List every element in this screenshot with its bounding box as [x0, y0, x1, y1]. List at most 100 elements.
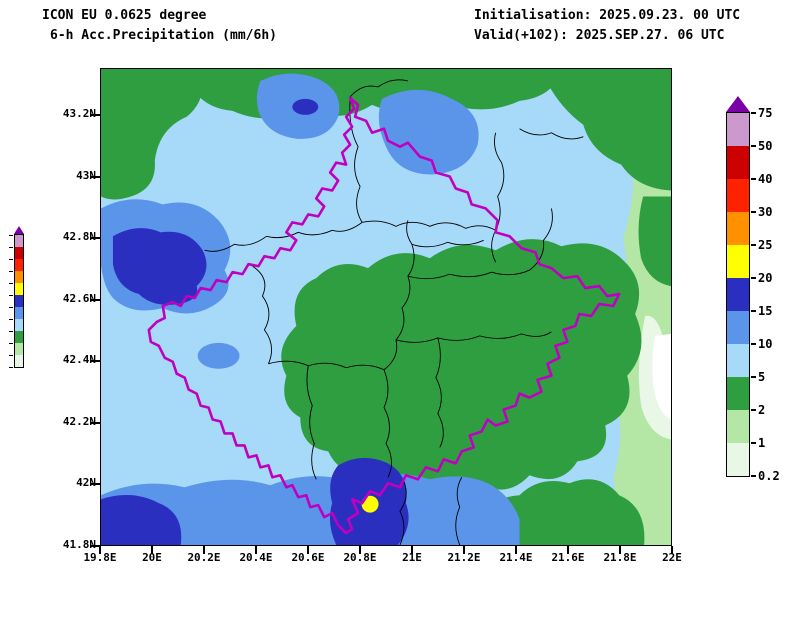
mini-colorbar-tick: [9, 283, 13, 284]
colorbar-tick-label: 15: [758, 304, 773, 318]
colorbar-band: [727, 245, 749, 278]
colorbar-band: [727, 344, 749, 377]
x-tick-label: 20.8E: [343, 551, 377, 564]
field-2-5mm-northwest: [101, 69, 203, 200]
mini-colorbar-tick: [9, 367, 13, 368]
x-tick-label: 21.2E: [447, 551, 481, 564]
mini-colorbar-tick: [9, 307, 13, 308]
x-tick-label: 20.6E: [291, 551, 325, 564]
colorbar-tick-label: 5: [758, 370, 766, 384]
x-tick-label: 22E: [662, 551, 682, 564]
mini-colorbar-bands: [14, 234, 24, 368]
y-tick-label: 41.8N: [62, 538, 96, 551]
valid-time-label: Valid(+102): 2025.SEP.27. 06 UTC: [474, 28, 725, 43]
y-tick-label: 42N: [76, 476, 96, 490]
colorbar-tick: [751, 178, 756, 180]
colorbar-tick-label: 2: [758, 403, 766, 417]
x-tick-label: 20E: [142, 551, 162, 564]
mini-colorbar-band: [15, 271, 23, 283]
colorbar-tick: [751, 277, 756, 279]
colorbar-tick: [751, 376, 756, 378]
x-tick: [203, 546, 205, 554]
colorbar-band: [727, 311, 749, 344]
country-border: [147, 96, 621, 535]
x-tick-label: 21E: [402, 551, 422, 564]
colorbar-band: [727, 212, 749, 245]
colorbar-band: [727, 278, 749, 311]
colorbar-tick-label: 10: [758, 337, 773, 351]
mini-colorbar-band: [15, 235, 23, 247]
y-tick-label: 42.2N: [62, 414, 96, 428]
colorbar-legend: 75 50 40 30 25 20 15 10 5 2 1 0.2: [726, 96, 780, 493]
colorbar-tick: [751, 343, 756, 345]
map-plot: [100, 68, 672, 546]
field-15-20mm-west: [112, 228, 207, 305]
colorbar-band: [727, 410, 749, 443]
x-tick: [411, 546, 413, 554]
mini-colorbar-tick: [9, 355, 13, 356]
colorbar-tick: [751, 409, 756, 411]
y-tick-label: 42.4N: [62, 353, 96, 367]
colorbar-tick-label: 1: [758, 436, 766, 450]
colorbar-arrow-above-max: [726, 96, 750, 112]
x-tick: [515, 546, 517, 554]
precipitation-map: [101, 69, 671, 545]
colorbar-tick-label: 0.2: [758, 469, 780, 483]
x-tick-label: 20.4E: [239, 551, 273, 564]
colorbar-tick-label: 75: [758, 106, 773, 120]
y-tick: [91, 360, 100, 363]
mini-colorbar-band: [15, 247, 23, 259]
product-title: 6-h Acc.Precipitation (mm/6h): [50, 28, 277, 43]
y-tick: [91, 483, 100, 486]
colorbar-tick: [751, 475, 756, 477]
x-tick-label: 19.8E: [83, 551, 117, 564]
x-tick-label: 21.8E: [603, 551, 637, 564]
colorbar-band: [727, 377, 749, 410]
colorbar-band: [727, 179, 749, 212]
x-tick: [307, 546, 309, 554]
field-2-5mm-northeast: [547, 69, 671, 191]
field-15-20mm-north-spot: [292, 98, 319, 115]
y-tick-label: 43.2N: [62, 107, 96, 120]
mini-colorbar-tick: [9, 235, 13, 236]
y-tick-label: 42.6N: [62, 291, 96, 305]
y-tick: [91, 237, 100, 240]
mini-colorbar-band: [15, 331, 23, 343]
mini-colorbar-arrow-bottom: [14, 368, 24, 376]
colorbar-tick-label: 20: [758, 271, 773, 285]
mini-colorbar-tick: [9, 259, 13, 260]
mini-colorbar-tick: [9, 271, 13, 272]
mini-colorbar-band: [15, 295, 23, 307]
mini-colorbar-band: [15, 343, 23, 355]
colorbar-band: [727, 146, 749, 179]
mini-colorbar-band: [15, 307, 23, 319]
colorbar-tick: [751, 244, 756, 246]
field-2-5mm-central: [281, 239, 642, 493]
x-tick: [151, 546, 153, 554]
y-tick: [91, 114, 100, 116]
y-tick: [91, 175, 100, 178]
x-tick: [255, 546, 257, 554]
x-tick: [99, 546, 101, 554]
mini-colorbar-tick: [9, 343, 13, 344]
mini-colorbar-band: [15, 259, 23, 271]
mini-colorbar-band: [15, 283, 23, 295]
mini-colorbar-band: [15, 319, 23, 331]
colorbar-tick: [751, 442, 756, 444]
x-tick: [567, 546, 569, 554]
y-tick: [91, 545, 100, 547]
field-dry-east: [652, 333, 671, 420]
colorbar-band: [727, 443, 749, 476]
mini-colorbar-tick: [9, 319, 13, 320]
precip-max-marker: [361, 495, 379, 513]
colorbar-tick: [751, 310, 756, 312]
colorbar-tick-label: 25: [758, 238, 773, 252]
colorbar-tick: [751, 211, 756, 213]
colorbar-tick-label: 40: [758, 172, 773, 186]
colorbar-band: [727, 113, 749, 146]
y-tick-label: 42.8N: [62, 230, 96, 244]
y-tick: [91, 298, 100, 301]
field-10-15mm-north2: [378, 89, 479, 175]
y-tick: [91, 421, 100, 424]
